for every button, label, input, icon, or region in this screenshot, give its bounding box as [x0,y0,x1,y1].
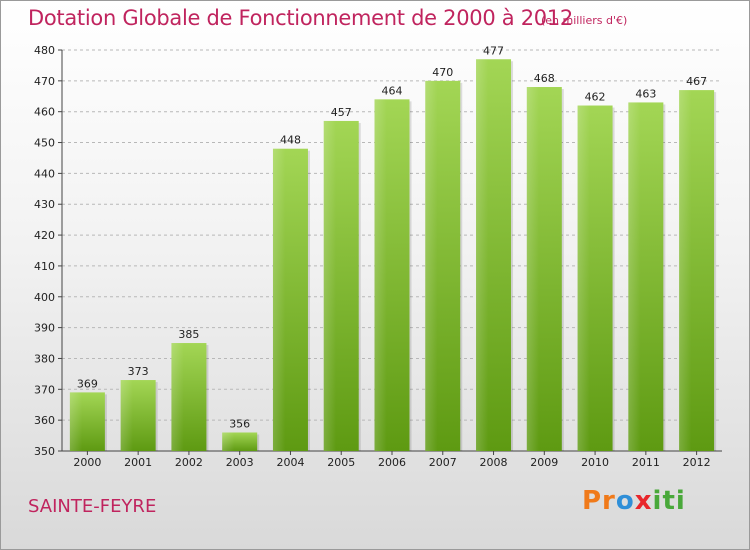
y-tick-label: 410 [34,260,55,273]
y-tick-label: 350 [34,445,55,458]
x-tick-label: 2000 [73,456,101,469]
data-label: 369 [77,377,98,390]
data-label: 464 [382,84,403,97]
x-tick-label: 2012 [683,456,711,469]
x-tick-label: 2002 [175,456,203,469]
chart-title: Dotation Globale de Fonctionnement de 20… [28,6,573,30]
bar-highlight [171,343,207,451]
x-tick-label: 2010 [581,456,609,469]
x-tick-label: 2006 [378,456,406,469]
y-tick-label: 360 [34,414,55,427]
y-tick-label: 450 [34,137,55,150]
y-tick-label: 440 [34,167,55,180]
bar-highlight [323,120,359,451]
bar-highlight [577,105,613,452]
logo-part: iti [652,486,686,516]
data-label: 470 [432,66,453,79]
y-tick-label: 480 [34,44,55,57]
commune-name: SAINTE-FEYRE [28,496,157,517]
bar-highlight [425,80,461,451]
proxiti-logo: Proxiti [582,486,686,516]
x-tick-label: 2004 [276,456,304,469]
y-tick-label: 400 [34,291,55,304]
logo-part: Pr [582,486,616,516]
data-label: 356 [229,417,250,430]
x-tick-label: 2008 [480,456,508,469]
bar-highlight [69,392,105,451]
data-label: 477 [483,44,504,57]
bar-highlight [272,148,308,451]
bar-highlight [476,59,512,451]
bar-highlight [526,87,562,451]
y-tick-label: 370 [34,383,55,396]
data-label: 463 [635,87,656,100]
x-tick-label: 2005 [327,456,355,469]
y-tick-label: 460 [34,106,55,119]
bar-highlight [120,380,156,451]
x-tick-label: 2007 [429,456,457,469]
data-label: 457 [331,106,352,119]
data-label: 448 [280,134,301,147]
y-tick-label: 420 [34,229,55,242]
data-label: 385 [178,328,199,341]
bars [69,59,717,452]
data-label: 467 [686,75,707,88]
bar-highlight [628,102,664,451]
unit-label: (en milliers d'€) [541,14,628,27]
bar-highlight [222,432,258,451]
logo-part: x [634,486,653,516]
bar-highlight [374,99,410,451]
labels: 369 2000 373 2001 385 2002 356 2003 448 2004 457 20… [73,44,710,469]
x-tick-label: 2001 [124,456,152,469]
y-tick-label: 380 [34,352,55,365]
x-tick-label: 2003 [226,456,254,469]
y-tick-label: 470 [34,75,55,88]
logo-part: o [615,486,635,516]
y-tick-label: 390 [34,322,55,335]
x-tick-label: 2011 [632,456,660,469]
data-label: 468 [534,72,555,85]
x-tick-label: 2009 [530,456,558,469]
data-label: 462 [585,91,606,104]
y-tick-label: 430 [34,198,55,211]
data-label: 373 [128,365,149,378]
bar-highlight [679,90,715,451]
